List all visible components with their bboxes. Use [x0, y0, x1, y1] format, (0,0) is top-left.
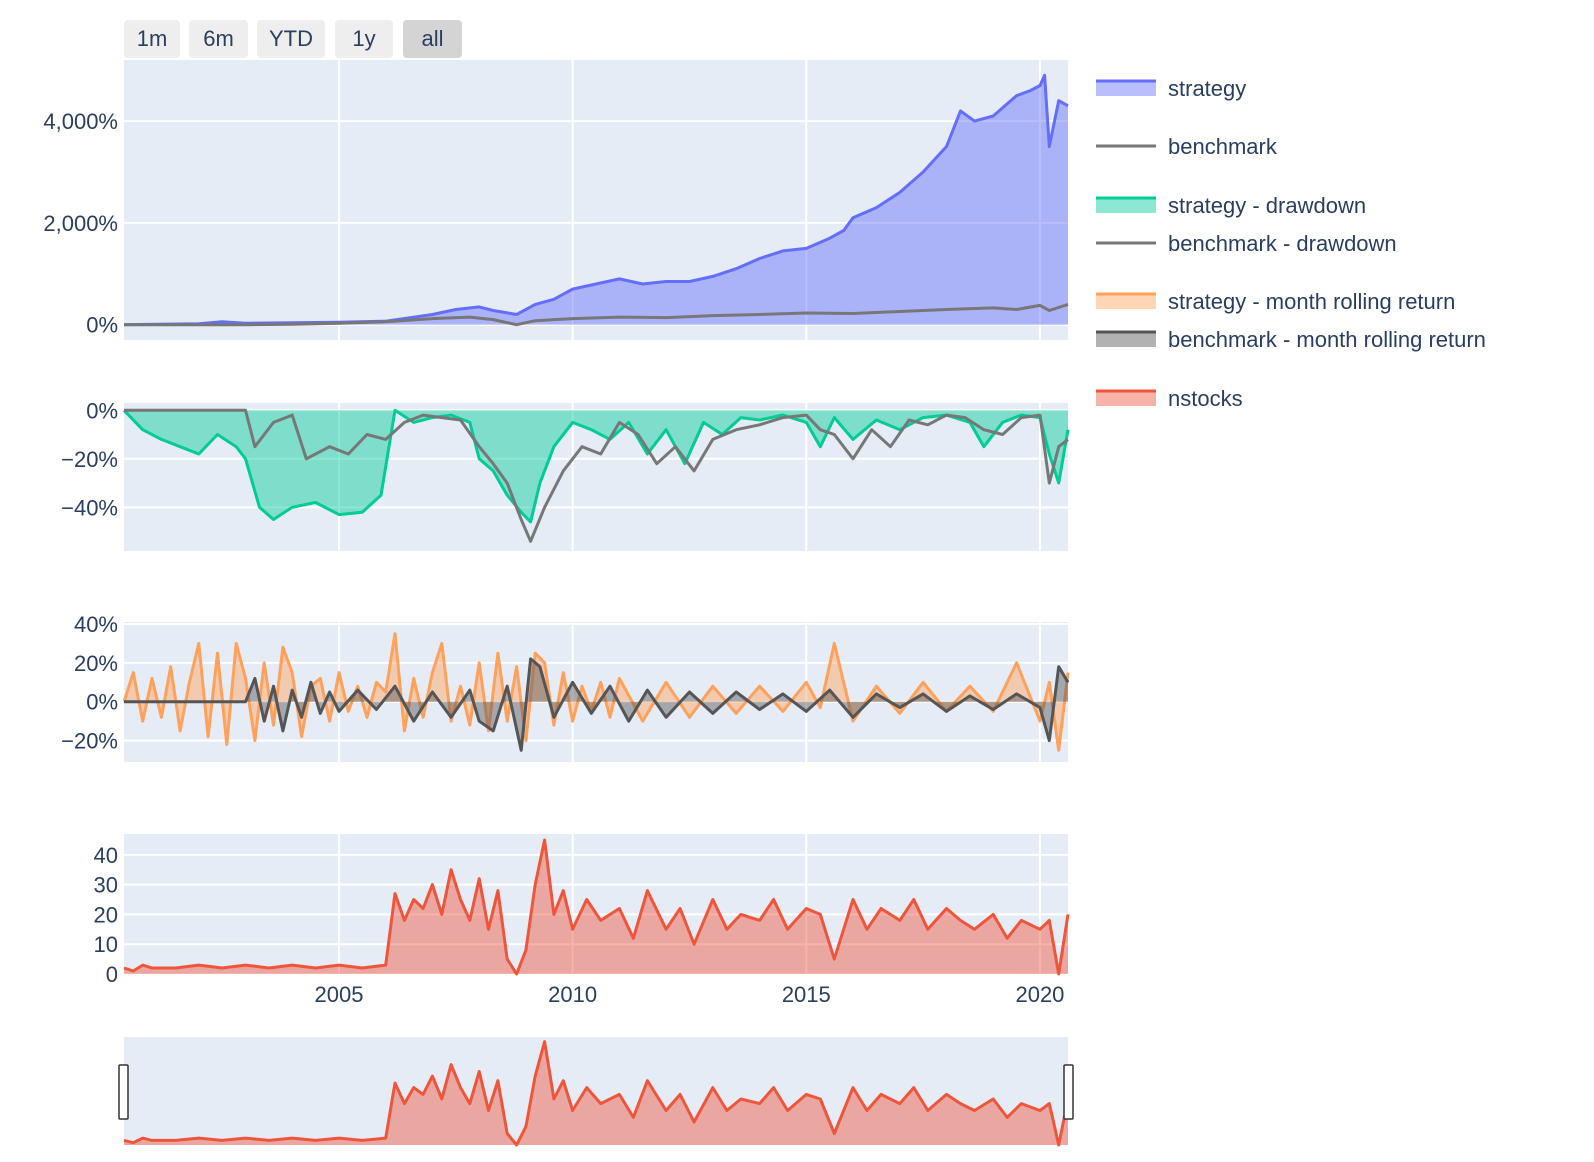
plot-area: [124, 60, 1068, 340]
series-line-0: [122, 632, 1070, 752]
legend-item[interactable]: strategy - drawdown: [1096, 193, 1366, 218]
legend-label: benchmark - drawdown: [1168, 231, 1397, 256]
range-button-6m[interactable]: 6m: [189, 20, 248, 58]
legend-swatch-fill: [1096, 293, 1156, 309]
y-tick-label: 2,000%: [43, 211, 118, 236]
chart-panels: 0% 2,000% 4,000% 0% −20% −40% 40% 20% 0% −20% 0 10 2…: [43, 60, 1070, 1007]
range-slider-handle-right[interactable]: [1063, 1064, 1074, 1120]
range-button-1y[interactable]: 1y: [335, 20, 393, 58]
x-tick-label: 2015: [782, 982, 831, 1007]
series-line-1: [124, 302, 1069, 327]
legend-swatch-fill: [1096, 331, 1156, 347]
y-tick-label: 20%: [74, 651, 118, 676]
legend-label: strategy - drawdown: [1168, 193, 1366, 218]
panel-nstocks: 0 10 20 30 40 2005 2010 2015 2020: [94, 834, 1070, 1007]
range-button-ytd[interactable]: YTD: [257, 20, 325, 58]
legend-label: nstocks: [1168, 386, 1243, 411]
y-tick-label: 4,000%: [43, 109, 118, 134]
range-button-1m[interactable]: 1m: [124, 20, 180, 58]
legend-swatch-fill: [1096, 390, 1156, 406]
y-tick-label: −20%: [61, 447, 118, 472]
series-fill-0: [124, 75, 1068, 325]
series-line-0: [122, 408, 1070, 524]
range-slider-series-fill-0: [124, 1041, 1068, 1145]
legend-item[interactable]: benchmark: [1096, 134, 1278, 159]
series-fill-0: [124, 633, 1068, 751]
plot-area: [124, 403, 1068, 551]
x-tick-label: 2010: [548, 982, 597, 1007]
legend-label: benchmark: [1168, 134, 1278, 159]
x-tick-label: 2020: [1015, 982, 1064, 1007]
legend-swatch-fill: [1096, 80, 1156, 96]
legend-label: strategy: [1168, 76, 1246, 101]
y-tick-label: 20: [94, 902, 118, 927]
legend-item[interactable]: nstocks: [1096, 386, 1243, 411]
series-line-1: [124, 408, 1069, 543]
range-slider-series-line-0: [123, 1040, 1070, 1147]
legend-swatch-fill: [1096, 197, 1156, 213]
panel-month-rolling-return: 40% 20% 0% −20%: [61, 612, 1070, 762]
y-tick-label: 0: [106, 962, 118, 987]
y-tick-label: 30: [94, 873, 118, 898]
legend-item[interactable]: benchmark - drawdown: [1096, 231, 1397, 256]
y-tick-label: −40%: [61, 495, 118, 520]
series-fill-0: [124, 840, 1068, 974]
y-tick-label: 40: [94, 843, 118, 868]
y-tick-label: 0%: [86, 398, 118, 423]
series-fill-0: [124, 410, 1068, 522]
y-tick-label: 40%: [74, 612, 118, 637]
legend-item[interactable]: benchmark - month rolling return: [1096, 327, 1486, 352]
y-tick-label: 0%: [86, 690, 118, 715]
y-tick-label: 10: [94, 932, 118, 957]
panel-cumulative-return: 0% 2,000% 4,000%: [43, 60, 1069, 340]
legend-label: strategy - month rolling return: [1168, 289, 1455, 314]
x-tick-label: 2005: [314, 982, 363, 1007]
series-line-0: [123, 73, 1069, 327]
range-button-all[interactable]: all: [403, 20, 462, 58]
legend: strategy benchmark strategy - drawdown benc…: [1096, 76, 1486, 411]
series-line-0: [123, 838, 1070, 976]
panel-drawdown: 0% −20% −40%: [61, 398, 1070, 551]
y-tick-label: 0%: [86, 313, 118, 338]
legend-item[interactable]: strategy: [1096, 76, 1246, 101]
legend-label: benchmark - month rolling return: [1168, 327, 1486, 352]
y-tick-label: −20%: [61, 729, 118, 754]
range-slider[interactable]: [118, 1037, 1074, 1147]
series-line-1: [124, 657, 1070, 752]
legend-item[interactable]: strategy - month rolling return: [1096, 289, 1455, 314]
range-slider-handle-left[interactable]: [118, 1064, 129, 1120]
